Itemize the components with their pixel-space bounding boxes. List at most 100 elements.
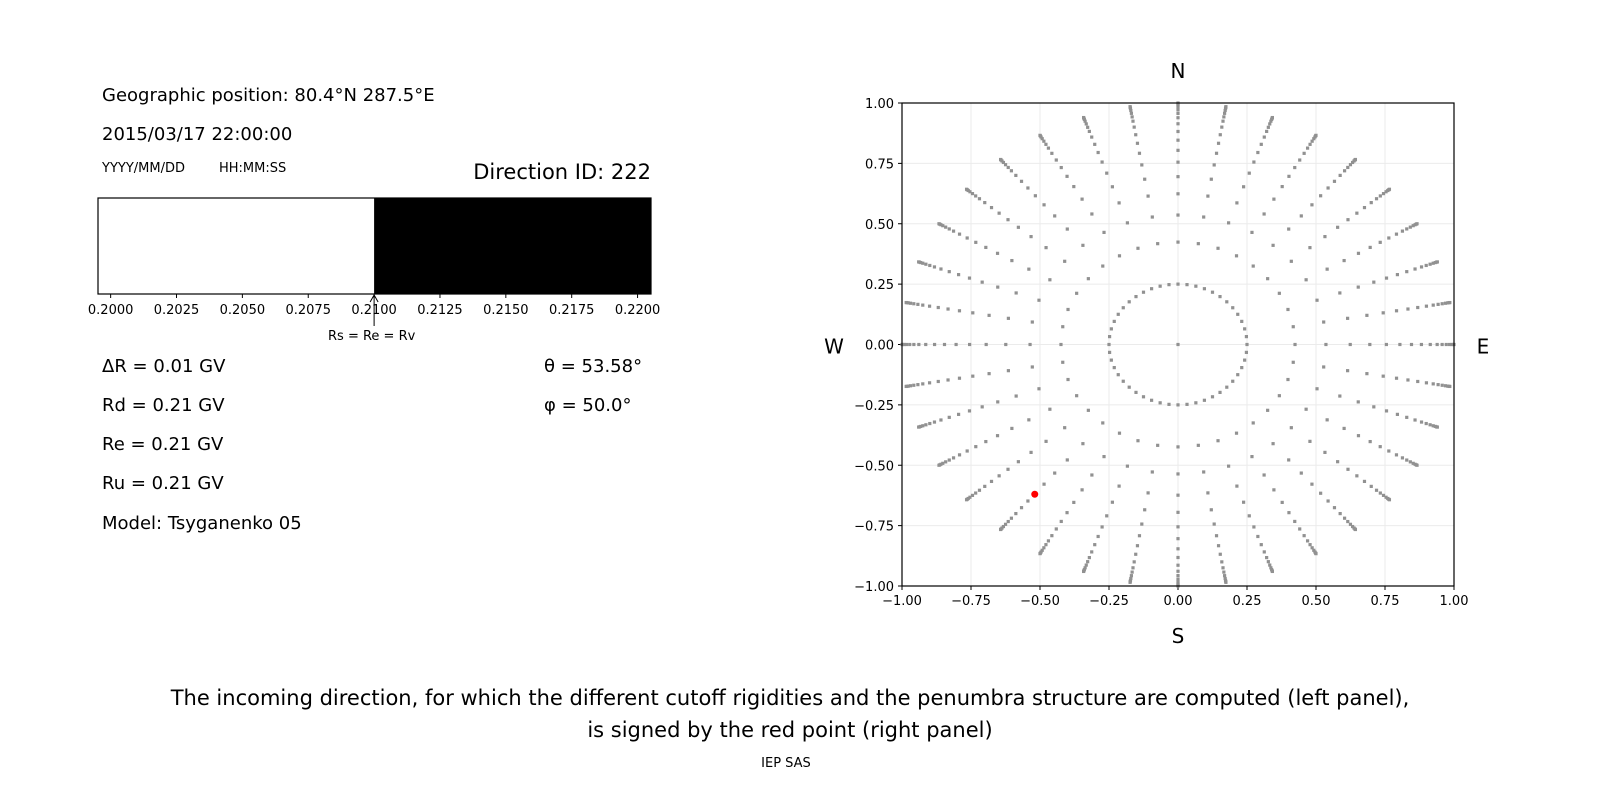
sky-point [1214,151,1219,155]
sky-point [1280,500,1284,505]
sky-point [1424,381,1429,385]
sky-point [1240,366,1244,370]
sky-point [1381,311,1385,315]
sky-point [1413,418,1417,422]
sky-point [1065,174,1069,178]
sky-point [1176,525,1180,529]
sky-point [1141,395,1146,399]
sky-point [1413,267,1417,271]
sky-point [1384,190,1388,194]
sky-point [965,449,969,453]
sky-point [1127,300,1131,304]
sky-point [1176,563,1180,567]
sky-point [997,474,1001,478]
sky-point [1210,395,1215,399]
y-tick-label: 0.00 [865,339,894,354]
sky-point [1324,342,1328,347]
sky-point [1259,543,1263,547]
sky-point [1014,394,1018,398]
sky-point [1256,534,1260,539]
sky-point [912,302,916,306]
sky-point [1287,174,1291,178]
sky-point [1028,342,1032,347]
sky-point [965,236,969,240]
sky-point [939,267,943,271]
sky-point [1291,360,1295,364]
sky-point [1132,125,1136,129]
sky-point [1222,570,1226,574]
sky-point [928,421,932,426]
sky-point [1134,295,1138,299]
sky-point [1016,225,1020,229]
sky-point [1059,165,1063,170]
sky-point [1143,177,1147,181]
sky-point [1006,519,1010,524]
sky-point [1293,165,1297,170]
sky-point [1443,384,1448,388]
sky-point [1176,569,1180,573]
sky-point [980,280,984,284]
sky-point [1256,150,1260,155]
sky-point [924,262,928,266]
sky-point [1080,197,1084,201]
sky-point [1447,342,1452,347]
sky-point [908,342,912,347]
sky-point [1266,277,1270,281]
sky-point [1121,379,1125,383]
sky-point [1381,192,1386,196]
delta-r: ΔR = 0.01 GV [102,356,226,377]
sky-point [1209,177,1213,181]
sky-point [1411,224,1415,228]
sky-point [1415,463,1419,467]
sky-point [1384,495,1388,499]
sky-point [1202,215,1206,219]
sky-point [937,222,941,226]
sky-frame [901,102,1455,587]
sky-point [1140,522,1144,526]
sky-point [1325,418,1329,422]
sky-point [936,379,940,384]
sky-point [1415,222,1419,226]
sky-point [1435,425,1439,429]
sky-point [1026,186,1030,190]
sky-point [1394,376,1399,380]
y-tick-label: −0.50 [854,459,894,474]
bar-xtick-label: 0.2075 [285,303,331,318]
sky-point [1134,552,1138,556]
sky-point [1176,547,1180,551]
sky-point [1231,306,1235,310]
sky-point [1027,418,1031,422]
sky-point [1315,298,1319,302]
y-tick-label: 0.50 [865,218,894,233]
datetime: 2015/03/17 22:00:00 [102,124,293,145]
sky-point [1310,203,1314,207]
sky-point [1176,108,1180,112]
sky-point [1221,119,1225,123]
sky-point [1231,379,1235,383]
x-tick-label: −0.25 [1089,594,1129,609]
sky-point [1042,203,1046,207]
penumbra-chart: 0.2000 0.2025 0.2050 0.2075 0.2100 0.2125 0.21… [88,197,660,326]
sky-point [1134,390,1138,394]
sky-point [1270,569,1274,574]
sky-point [1365,372,1369,376]
sky-point [917,342,921,347]
sky-point [1220,125,1224,129]
sky-point [1194,284,1198,288]
sky-point [937,463,941,467]
sky-point [1093,142,1097,146]
sky-point [1440,342,1444,347]
sky-point [1054,158,1058,162]
sky-point [1048,278,1052,282]
sky-point [1090,550,1094,554]
sky-point [956,273,961,277]
sky-point [1083,566,1087,570]
sky-point [1176,574,1180,578]
sky-point [1338,511,1342,516]
sky-point [1132,560,1136,564]
sky-point [1090,212,1094,216]
sky-point [1332,179,1337,183]
sky-point [1322,320,1326,324]
sky-point [1141,290,1146,294]
